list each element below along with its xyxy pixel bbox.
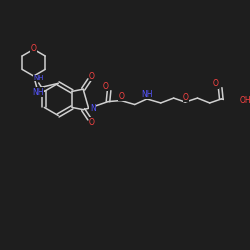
Text: O: O [31, 44, 36, 53]
Text: NH: NH [142, 90, 153, 98]
Text: O: O [183, 93, 189, 102]
Text: OH: OH [240, 96, 250, 104]
Text: O: O [212, 79, 218, 88]
Text: O: O [119, 92, 124, 100]
Text: N: N [90, 104, 96, 113]
Text: O: O [89, 72, 95, 81]
Text: NH: NH [32, 88, 44, 97]
Text: O: O [102, 82, 108, 90]
Text: O: O [89, 118, 95, 127]
Text: NH: NH [34, 75, 44, 81]
